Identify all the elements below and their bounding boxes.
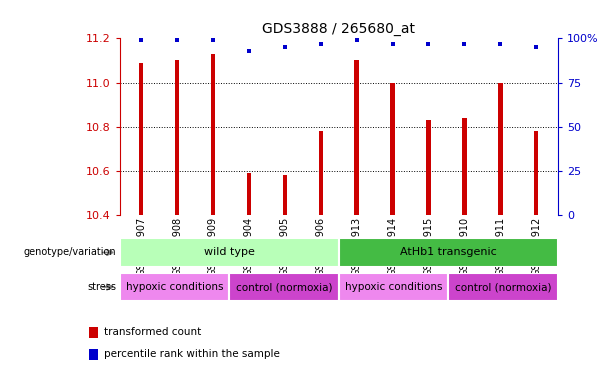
Bar — [120, 238, 338, 267]
Bar — [448, 273, 558, 301]
Point — [460, 41, 470, 47]
Point — [387, 41, 397, 47]
Bar — [427, 120, 431, 215]
Point — [208, 37, 218, 43]
Bar — [498, 83, 503, 215]
Point — [136, 37, 146, 43]
Bar — [229, 273, 338, 301]
Bar — [390, 83, 395, 215]
Bar — [120, 273, 229, 301]
Title: GDS3888 / 265680_at: GDS3888 / 265680_at — [262, 22, 415, 36]
Point — [316, 41, 326, 47]
Bar — [246, 173, 251, 215]
Text: genotype/variation: genotype/variation — [24, 247, 116, 258]
Point — [531, 44, 541, 50]
Point — [280, 44, 290, 50]
Point — [424, 41, 433, 47]
Bar — [338, 273, 448, 301]
Bar — [319, 131, 323, 215]
Point — [244, 48, 254, 54]
Bar — [89, 349, 98, 359]
Bar — [283, 175, 287, 215]
Point — [495, 41, 505, 47]
Text: wild type: wild type — [204, 247, 254, 258]
Bar — [462, 118, 466, 215]
Text: transformed count: transformed count — [104, 327, 201, 337]
Bar — [211, 54, 215, 215]
Text: control (normoxia): control (normoxia) — [455, 282, 551, 292]
Text: hypoxic conditions: hypoxic conditions — [345, 282, 442, 292]
Bar — [354, 61, 359, 215]
Text: hypoxic conditions: hypoxic conditions — [126, 282, 223, 292]
Bar — [139, 63, 143, 215]
Text: stress: stress — [88, 282, 116, 292]
Text: control (normoxia): control (normoxia) — [235, 282, 332, 292]
Bar — [89, 326, 98, 338]
Bar — [534, 131, 538, 215]
Point — [172, 37, 182, 43]
Bar — [338, 238, 558, 267]
Point — [352, 37, 362, 43]
Bar — [175, 61, 179, 215]
Text: AtHb1 transgenic: AtHb1 transgenic — [400, 247, 497, 258]
Text: percentile rank within the sample: percentile rank within the sample — [104, 349, 280, 359]
